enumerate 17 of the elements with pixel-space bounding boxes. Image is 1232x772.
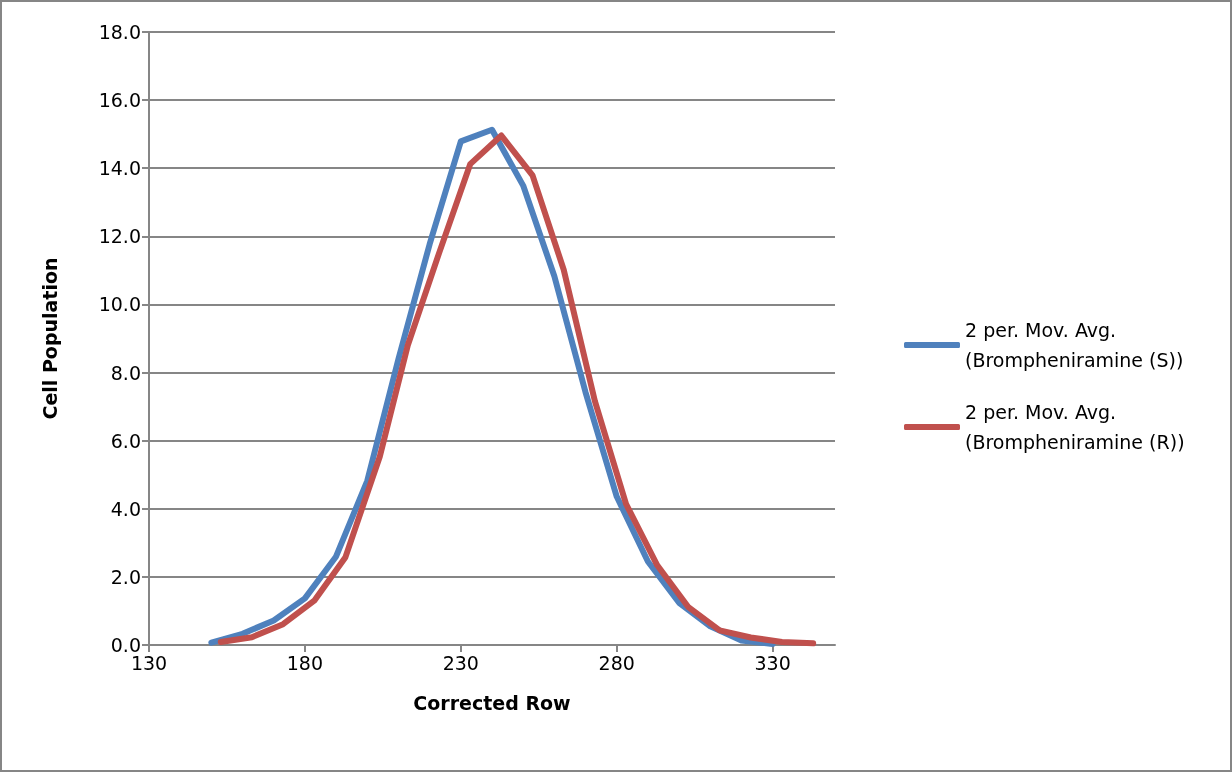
- x-tick-label: 230: [442, 651, 479, 674]
- y-tick-label: 4.0: [110, 497, 141, 520]
- x-tick-label: 280: [598, 651, 635, 674]
- legend-label: 2 per. Mov. Avg. (Brompheniramine (S)): [965, 319, 1184, 371]
- y-tick-label: 18.0: [98, 21, 141, 43]
- y-tick-label: 6.0: [110, 429, 141, 452]
- x-tick-label: 180: [286, 651, 324, 674]
- legend-label: 2 per. Mov. Avg. (Brompheniramine (R)): [965, 401, 1185, 453]
- x-axis-title: Corrected Row: [413, 691, 571, 714]
- y-tick-label: 14.0: [98, 157, 141, 180]
- y-axis-title: Cell Population: [38, 257, 61, 420]
- y-tick-label: 12.0: [98, 225, 141, 248]
- y-tick-label: 10.0: [98, 293, 141, 316]
- x-tick-label: 330: [754, 651, 791, 674]
- y-tick-label: 2.0: [110, 565, 141, 588]
- y-tick-label: 16.0: [98, 89, 141, 112]
- y-tick-label: 8.0: [110, 361, 141, 384]
